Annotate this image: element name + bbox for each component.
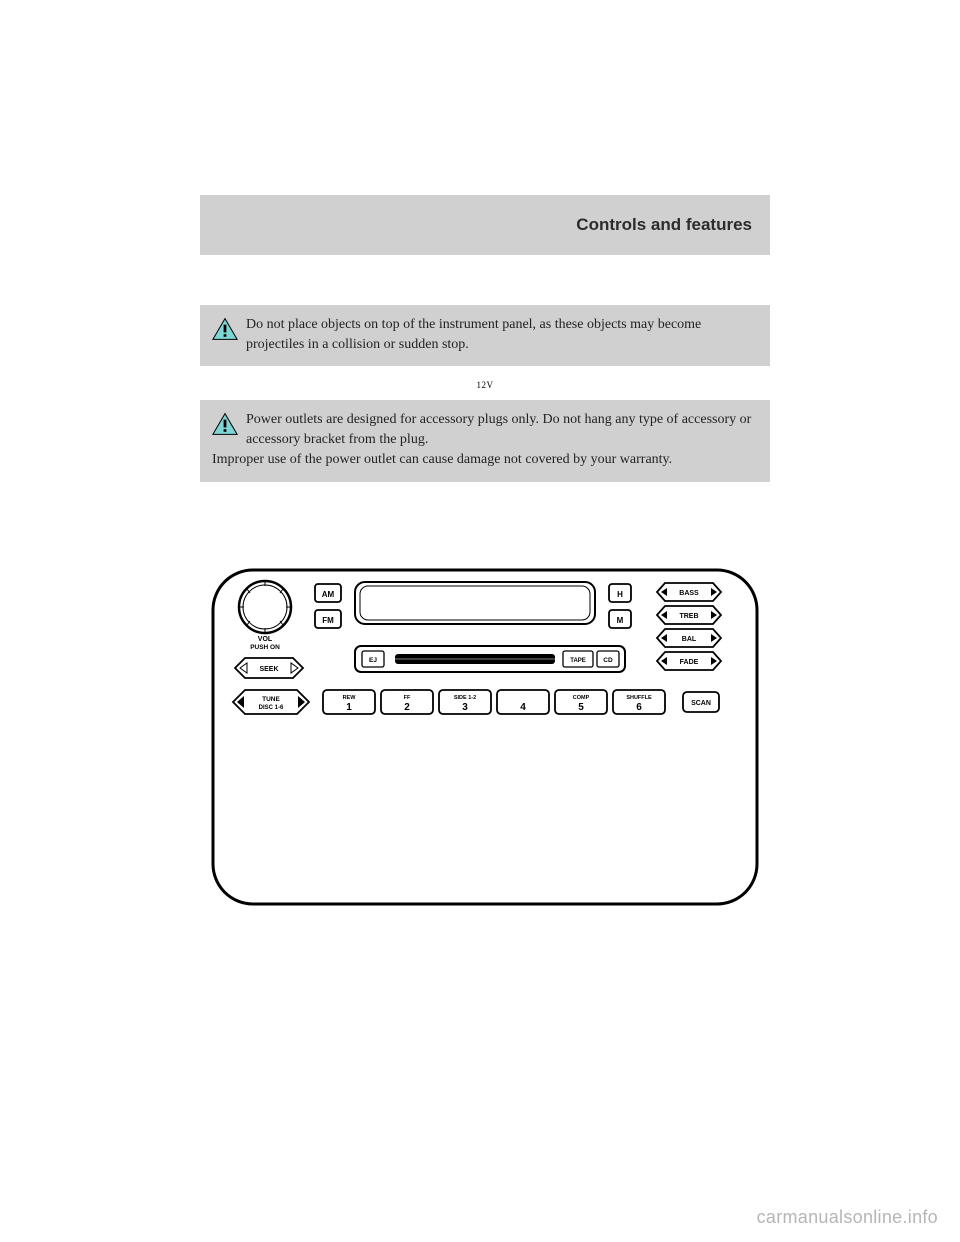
warning-box-1: Do not place objects on top of the instr… (200, 305, 770, 366)
vol-label: VOL (258, 636, 273, 643)
svg-text:4: 4 (520, 702, 526, 713)
warning-triangle-icon (212, 317, 238, 341)
section-header: Controls and features (200, 195, 770, 255)
disc-label: DISC 1-6 (259, 705, 284, 711)
svg-text:SHUFFLE: SHUFFLE (626, 695, 652, 701)
watermark: carmanualsonline.info (757, 1207, 938, 1228)
push-on-label: PUSH ON (250, 644, 280, 651)
warning-triangle-icon (212, 412, 238, 436)
tape-button: TAPE (570, 658, 586, 664)
preset-button-2: FF2 (381, 690, 433, 714)
preset-button-6: SHUFFLE6 (613, 690, 665, 714)
cd-button: CD (603, 657, 613, 664)
preset-button-3: SIDE 1-23 (439, 690, 491, 714)
preset-button-1: REW1 (323, 690, 375, 714)
h-button: H (617, 590, 623, 599)
fm-button: FM (322, 616, 334, 625)
svg-text:REW: REW (343, 695, 357, 701)
m-button: M (617, 616, 624, 625)
tune-label: TUNE (262, 696, 280, 703)
svg-text:1: 1 (346, 702, 352, 713)
radio-diagram: VOL PUSH ON AM FM H M BASS (205, 562, 765, 912)
scan-button: SCAN (691, 700, 711, 707)
seek-button: SEEK (259, 666, 278, 673)
warning-2-text-bottom: Improper use of the power outlet can cau… (212, 450, 756, 470)
svg-text:FF: FF (404, 695, 411, 701)
warning-2-text-top: Power outlets are designed for accessory… (246, 410, 756, 451)
section-title: Controls and features (576, 215, 752, 235)
preset-button-5: COMP5 (555, 690, 607, 714)
preset-button-4: 4 (497, 690, 549, 714)
tiny-12v-label: 12V (200, 380, 770, 390)
svg-text:6: 6 (636, 702, 642, 713)
svg-text:SIDE 1-2: SIDE 1-2 (454, 695, 476, 701)
ej-button: EJ (369, 657, 377, 664)
svg-text:2: 2 (404, 702, 410, 713)
treb-button: TREB (679, 613, 698, 620)
am-button: AM (322, 590, 335, 599)
svg-text:3: 3 (462, 702, 468, 713)
bal-button: BAL (682, 636, 697, 643)
bass-button: BASS (679, 590, 699, 597)
warning-box-2: Power outlets are designed for accessory… (200, 400, 770, 483)
fade-button: FADE (680, 659, 699, 666)
svg-text:5: 5 (578, 702, 584, 713)
svg-text:COMP: COMP (573, 695, 590, 701)
warning-1-text: Do not place objects on top of the instr… (246, 315, 756, 356)
